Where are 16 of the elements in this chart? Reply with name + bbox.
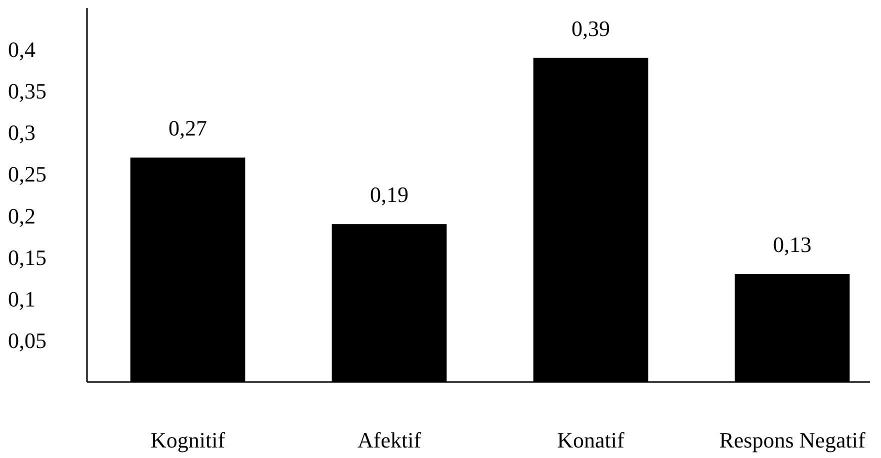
data-label: 0,27 bbox=[168, 116, 207, 141]
data-label: 0,19 bbox=[370, 182, 408, 208]
y-tick-label: 0,1 bbox=[8, 286, 36, 312]
y-tick-label: 0,3 bbox=[8, 120, 36, 146]
x-tick-label: Konatif bbox=[557, 428, 626, 452]
y-tick-label: 0,35 bbox=[8, 78, 46, 104]
y-tick-label: 0,05 bbox=[8, 328, 46, 353]
x-tick-label: Kognitif bbox=[150, 428, 226, 452]
data-label: 0,39 bbox=[572, 16, 610, 41]
y-tick-label: 0,2 bbox=[8, 203, 36, 228]
y-tick-label: 0,4 bbox=[8, 37, 36, 62]
x-tick-label: Respons Negatif bbox=[719, 428, 866, 452]
x-tick-label: Afektif bbox=[357, 428, 422, 452]
data-label: 0,13 bbox=[773, 232, 812, 257]
y-tick-label: 0,25 bbox=[8, 162, 46, 187]
y-tick-label: 0,15 bbox=[8, 244, 46, 270]
